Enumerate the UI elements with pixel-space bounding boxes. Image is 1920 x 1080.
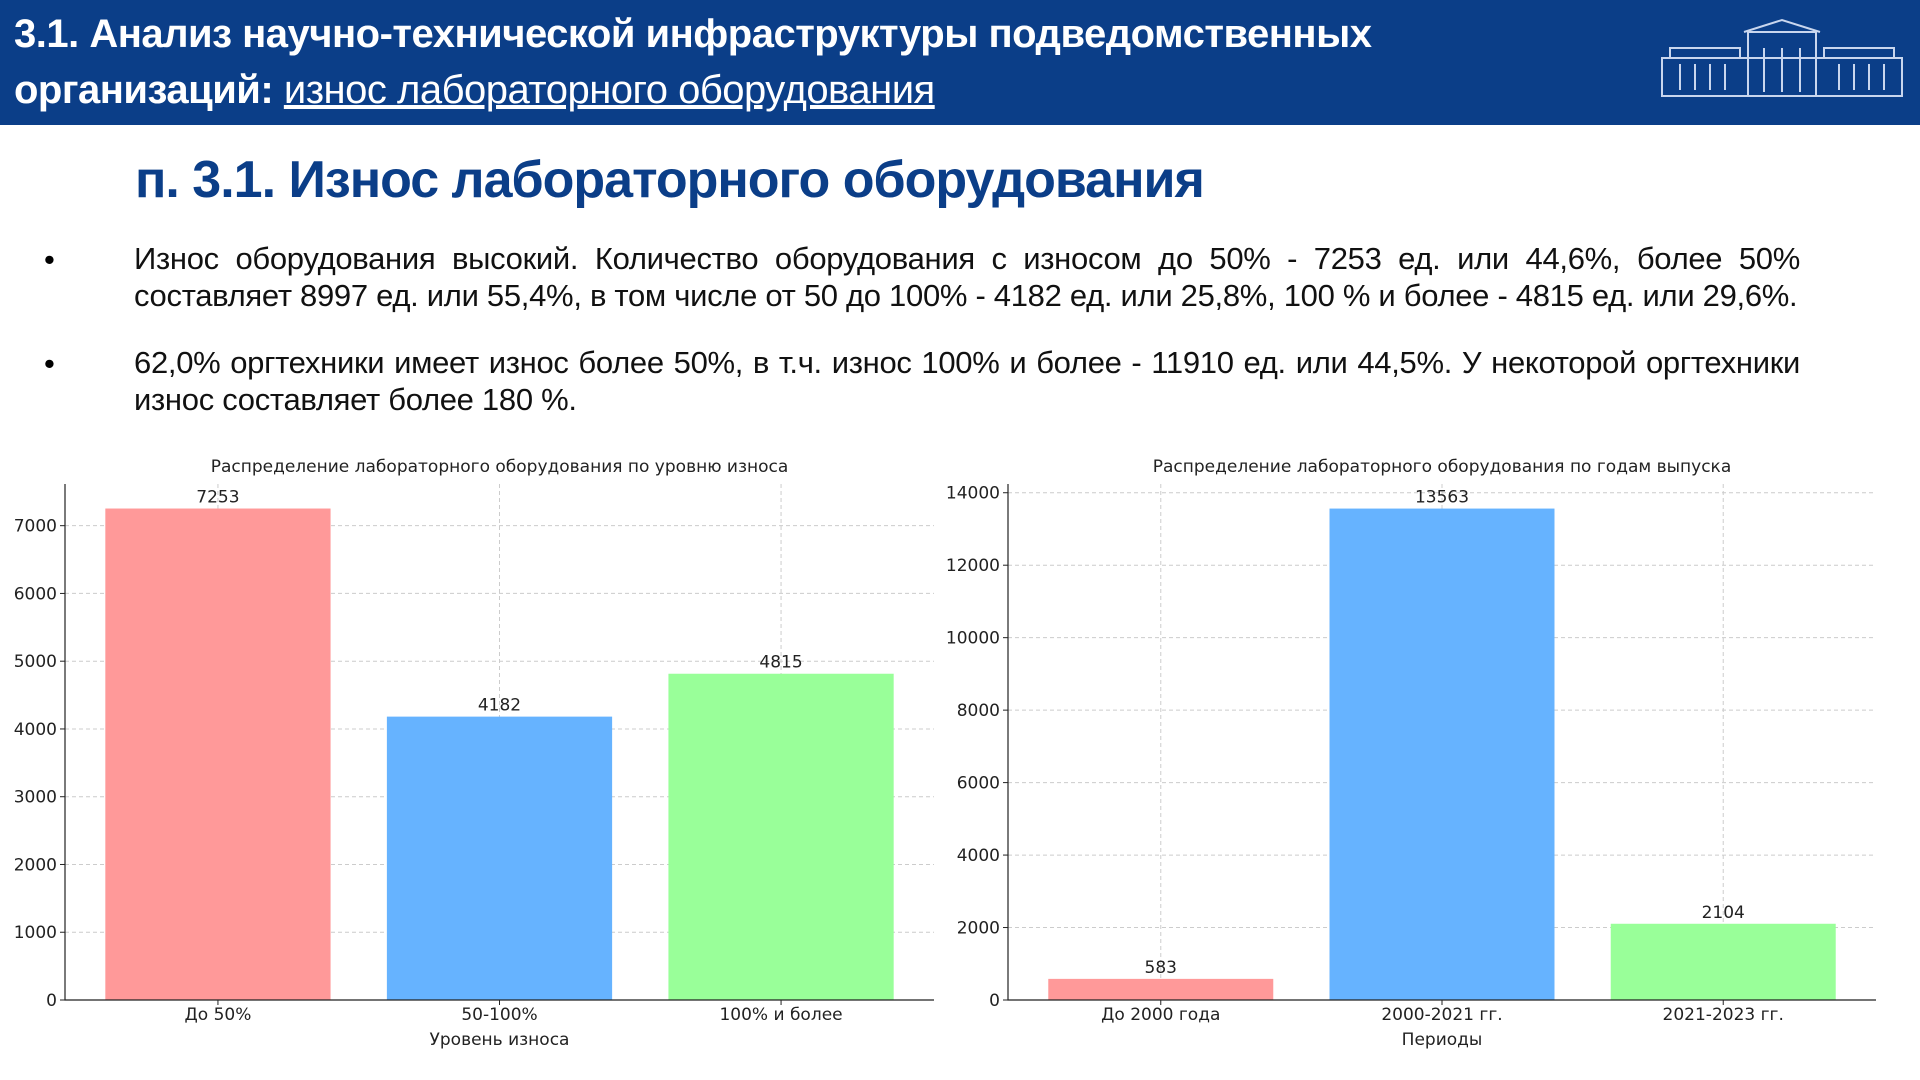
- x-tick-label: 100% и более: [719, 1005, 842, 1025]
- x-tick-label: 2021-2023 гг.: [1663, 1005, 1784, 1025]
- y-tick-label: 3000: [14, 788, 57, 808]
- y-tick-label: 4000: [14, 720, 57, 740]
- chart-title: Распределение лабораторного оборудования…: [1153, 457, 1732, 477]
- value-label: 4815: [759, 653, 802, 673]
- x-tick-label: До 50%: [185, 1005, 252, 1025]
- header: 3.1. Анализ научно-технической инфрастру…: [0, 0, 1920, 125]
- x-axis-label: Уровень износа: [430, 1030, 570, 1050]
- y-tick-label: 6000: [14, 584, 57, 604]
- chart-title: Распределение лабораторного оборудования…: [211, 457, 789, 477]
- value-label: 583: [1145, 958, 1177, 978]
- x-axis-label: Периоды: [1402, 1030, 1483, 1050]
- y-tick-label: 12000: [946, 556, 1000, 576]
- bar: [1329, 508, 1555, 1000]
- bar: [668, 673, 894, 1000]
- y-tick-label: 0: [46, 991, 57, 1011]
- y-tick-label: 8000: [957, 701, 1000, 721]
- bar: [105, 508, 331, 1000]
- y-tick-label: 2000: [957, 919, 1000, 939]
- title-bold: 3.1. Анализ научно-технической инфрастру…: [14, 12, 1372, 112]
- bullet-dot: •: [44, 242, 55, 277]
- x-tick-label: 2000-2021 гг.: [1381, 1005, 1502, 1025]
- bar: [1048, 978, 1274, 1000]
- x-tick-label: До 2000 года: [1101, 1005, 1220, 1025]
- bullet: 62,0% оргтехники имеет износ более 50%, …: [134, 345, 1800, 417]
- value-label: 7253: [196, 488, 239, 508]
- x-tick-label: 50-100%: [461, 1005, 537, 1025]
- axes: [1007, 484, 1876, 1001]
- y-tick-label: 7000: [14, 517, 57, 537]
- y-tick-label: 10000: [946, 629, 1000, 649]
- y-tick-label: 4000: [957, 846, 1000, 866]
- value-label: 13563: [1415, 488, 1469, 508]
- title-link: износ лабораторного оборудования: [283, 68, 935, 112]
- value-label: 4182: [478, 696, 521, 716]
- y-tick-label: 14000: [946, 484, 1000, 504]
- logo: [1661, 18, 1903, 97]
- y-tick-label: 6000: [957, 774, 1000, 794]
- y-tick-label: 5000: [14, 652, 57, 672]
- y-tick-label: 0: [989, 991, 1000, 1011]
- value-label: 2104: [1702, 903, 1745, 923]
- bar: [386, 716, 613, 1000]
- bullet: Износ оборудования высокий. Количество о…: [134, 241, 1800, 313]
- header-title: 3.1. Анализ научно-технической инфрастру…: [14, 6, 1574, 118]
- y-tick-label: 1000: [14, 923, 57, 943]
- axes: [64, 484, 934, 1001]
- heading: п. 3.1. Износ лабораторного оборудования: [135, 151, 1205, 209]
- y-tick-label: 2000: [14, 855, 57, 875]
- bar: [1610, 923, 1836, 1000]
- bullet-dot: •: [44, 346, 55, 381]
